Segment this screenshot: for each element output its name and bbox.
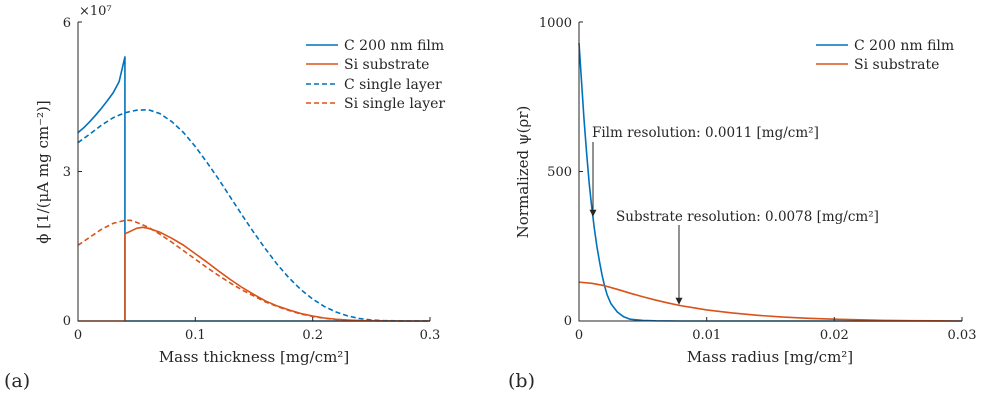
- panel-b-x-tick-label: 0: [575, 328, 583, 343]
- panel-a-y-tick-label: 3: [63, 165, 71, 180]
- panel-a-x-axis-label: Mass thickness [mg/cm²]: [159, 348, 349, 366]
- panel-a-series-c-200-nm-film: [77, 56, 430, 322]
- panel-a-series-si-substrate: [78, 226, 430, 322]
- panel-b-y-tick-label: 0: [564, 314, 572, 329]
- panel-b-x-ticks: 0 0.01 0.02 0.03: [575, 317, 977, 343]
- panel-b-x-axis-label: Mass radius [mg/cm²]: [687, 348, 853, 366]
- legend-label-c-film: C 200 nm film: [854, 38, 954, 54]
- panel-a-x-tick-label: 0.3: [420, 328, 441, 343]
- panel-a-y-multiplier: ×10⁷: [79, 4, 112, 19]
- panel-a-series-c-single-layer: [77, 108, 430, 322]
- panel-b-x-tick-label: 0.01: [692, 328, 721, 343]
- panel-a-series-si-single-layer: [77, 219, 430, 322]
- panel-a-y-tick-label: 0: [63, 314, 71, 329]
- panel-a-y-tick-label: 6: [63, 16, 71, 31]
- panel-a-label: (a): [4, 370, 30, 392]
- legend-label-si-substrate: Si substrate: [854, 57, 939, 73]
- panel-b-legend: C 200 nm film Si substrate: [816, 38, 954, 73]
- panel-a-x-ticks: 0 0.1 0.2 0.3: [74, 317, 440, 343]
- legend-label-si-substrate: Si substrate: [344, 57, 429, 73]
- panel-a-x-tick-label: 0.2: [302, 328, 323, 343]
- panel-b: 0 0.01 0.02 0.03 0 500 1000 Mass radius …: [508, 16, 976, 392]
- film-resolution-annotation: Film resolution: 0.0011 [mg/cm²]: [592, 125, 819, 141]
- legend-label-c-film: C 200 nm film: [344, 38, 444, 54]
- panel-b-label: (b): [508, 370, 535, 392]
- panel-a-y-axis-label: ϕ [1/(μA mg cm⁻²)]: [34, 100, 52, 244]
- legend-label-si-single: Si single layer: [344, 96, 445, 112]
- panel-a-y-ticks: 0 3 6: [63, 16, 82, 329]
- panel-a-legend: C 200 nm film Si substrate C single laye…: [306, 38, 445, 112]
- substrate-resolution-annotation: Substrate resolution: 0.0078 [mg/cm²]: [616, 209, 879, 225]
- panel-b-x-tick-label: 0.02: [820, 328, 849, 343]
- panel-b-series-si-substrate: [578, 281, 963, 322]
- panel-b-y-axis-label: Normalized ψ(ρr): [514, 106, 532, 239]
- panel-a-x-tick-label: 0.1: [185, 328, 206, 343]
- panel-b-y-tick-label: 500: [547, 165, 572, 180]
- panel-b-y-tick-label: 1000: [539, 16, 572, 31]
- panel-a-series: [77, 56, 430, 322]
- legend-label-c-single: C single layer: [344, 77, 442, 93]
- panel-b-series: [578, 42, 963, 322]
- panel-b-y-ticks: 0 500 1000: [539, 16, 583, 329]
- panel-a: 0 0.1 0.2 0.3 0 3 6 ×10⁷ Mass thickness …: [4, 4, 445, 392]
- panel-a-x-tick-label: 0: [74, 328, 82, 343]
- panel-b-annotations: Film resolution: 0.0011 [mg/cm²] Substra…: [589, 125, 879, 305]
- panel-b-series-c-200-nm-film: [578, 42, 962, 322]
- panel-b-x-tick-label: 0.03: [948, 328, 977, 343]
